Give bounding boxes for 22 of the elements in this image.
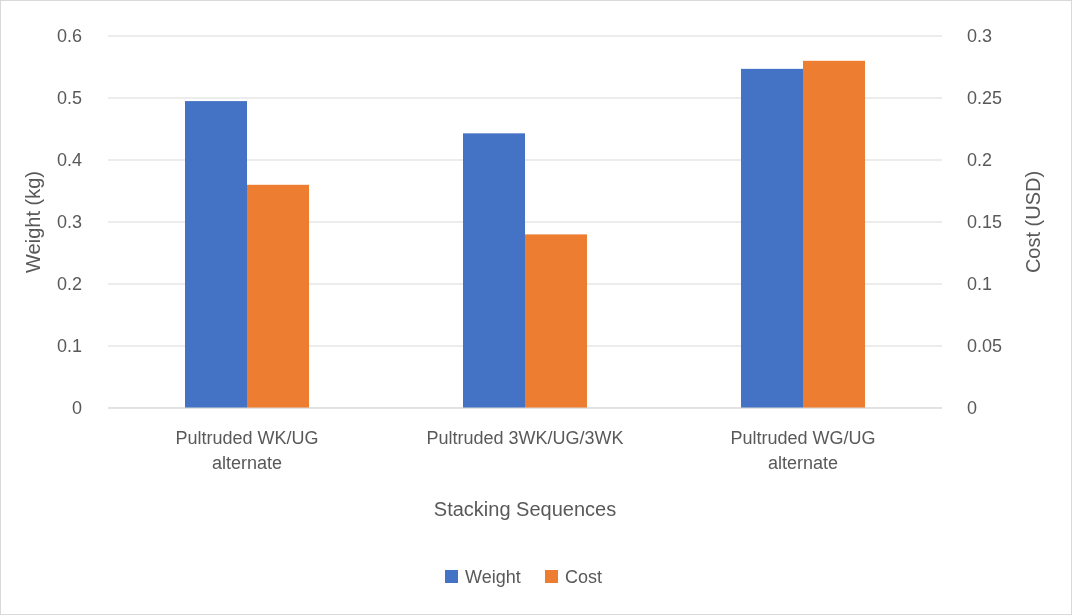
y2-tick-label: 0.2 — [967, 150, 993, 171]
x-tick-label: Pultruded 3WK/UG/3WK — [426, 428, 624, 448]
legend-label: Weight — [465, 567, 521, 588]
y-tick-label: 0.1 — [56, 336, 82, 357]
y2-tick-label: 0.1 — [967, 274, 993, 295]
x-axis-title: Stacking Sequences — [433, 498, 617, 520]
y-tick-label: 0.4 — [56, 150, 82, 171]
y-tick-label: 0.3 — [56, 212, 82, 233]
y-tick-label: 0 — [71, 398, 82, 419]
y-axis-title: Weight (kg) — [22, 171, 44, 273]
x-tick-label: Pultruded WK/UG alternate — [175, 428, 319, 473]
y2-axis-title: Cost (USD) — [1022, 170, 1044, 274]
y2-tick-label: 0 — [967, 398, 978, 419]
y-tick-label: 0.6 — [56, 26, 82, 47]
y-tick-label: 0.5 — [56, 88, 82, 109]
y2-tick-label: 0.15 — [967, 212, 1003, 233]
legend-label: Cost — [565, 567, 603, 588]
x-tick-label: Pultruded WG/UG alternate — [730, 428, 876, 473]
y2-tick-label: 0.25 — [967, 88, 1003, 109]
y2-tick-label: 0.05 — [967, 336, 1003, 357]
y-tick-label: 0.2 — [56, 274, 82, 295]
y2-tick-label: 0.3 — [967, 26, 993, 47]
